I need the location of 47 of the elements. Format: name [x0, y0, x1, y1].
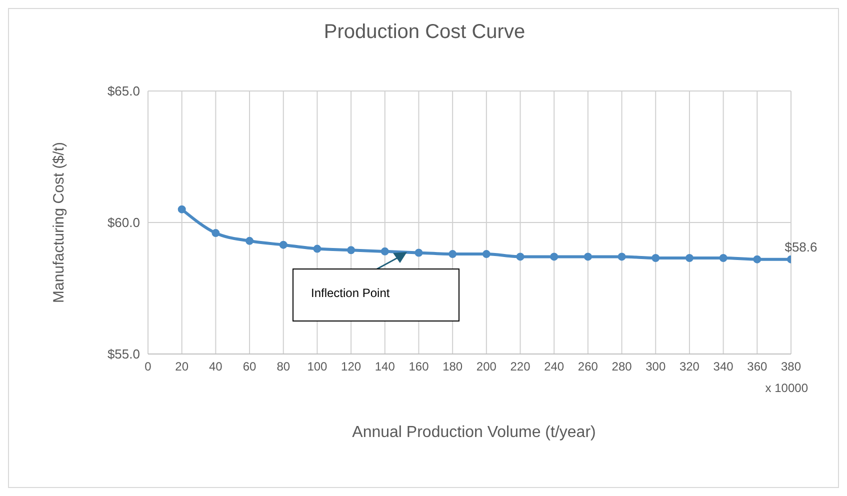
point — [448, 250, 457, 258]
x-tick-label: 60 — [242, 360, 257, 374]
x-axis-title: Annual Production Volume (t/year) — [351, 424, 597, 442]
x-tick-label: 160 — [408, 360, 430, 374]
point — [279, 240, 288, 249]
x-tick-label: 340 — [713, 360, 734, 374]
x-tick-label: 120 — [341, 360, 362, 374]
x-tick-label: 380 — [780, 360, 802, 374]
x-tick-label: 360 — [747, 360, 768, 374]
x-tick-label: 80 — [276, 360, 290, 374]
point — [178, 205, 186, 214]
data-label: $58.6 — [784, 239, 818, 254]
point — [550, 252, 558, 261]
point — [753, 255, 762, 264]
y-tick-label: $60.0 — [107, 215, 140, 230]
x-tick-label: 260 — [578, 360, 598, 374]
x-tick-label: 100 — [307, 360, 328, 374]
x-tick-label: 0 — [144, 360, 152, 374]
x-tick-label: 300 — [646, 360, 666, 374]
point — [685, 254, 694, 262]
point — [652, 254, 660, 262]
point — [584, 252, 592, 261]
x-tick-label: 140 — [374, 360, 396, 374]
point — [719, 254, 728, 262]
text: x 10000 — [765, 381, 808, 395]
point — [618, 252, 626, 261]
y-axis-title: Manufacturing Cost ($/t) — [50, 142, 68, 303]
point — [313, 244, 322, 253]
x-tick-label: 40 — [209, 360, 223, 374]
chart-title: Production Cost Curve — [322, 21, 526, 44]
point — [516, 252, 524, 261]
point — [212, 229, 220, 238]
x-tick-label: 320 — [679, 360, 700, 374]
point — [380, 247, 389, 256]
x-tick-label: 240 — [544, 360, 564, 374]
annotation: Inflection Point — [311, 286, 390, 300]
x-tick-label: 200 — [476, 360, 497, 374]
y-tick-label: $65.0 — [107, 84, 140, 99]
y-tick-label: $55.0 — [107, 346, 140, 362]
point — [246, 236, 254, 245]
point — [347, 246, 356, 254]
x-tick-label: 280 — [612, 360, 632, 374]
x-tick-label: 20 — [175, 360, 189, 374]
point — [414, 248, 423, 257]
x-tick-label: 220 — [510, 360, 531, 374]
point — [482, 250, 490, 258]
x-tick-label: 180 — [442, 360, 463, 374]
